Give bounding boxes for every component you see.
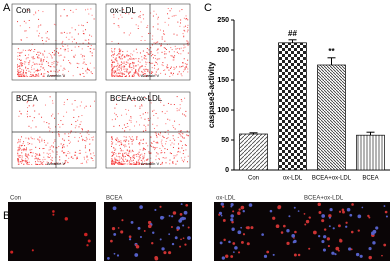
y-tick-label: 100 — [217, 107, 229, 114]
image-label: ox-LDL — [216, 196, 236, 202]
x-tick-label: Con — [248, 176, 259, 182]
bar — [239, 133, 268, 171]
axis-label: Annexin V — [141, 161, 160, 166]
axis-label: Annexin V — [47, 73, 66, 78]
x-tick-label: BCEA — [362, 176, 378, 182]
cells — [107, 203, 191, 261]
flow-plot — [11, 3, 97, 81]
y-tick-label: 0 — [225, 167, 229, 174]
y-tick-label: 150 — [217, 77, 229, 84]
bar — [317, 64, 346, 171]
flow-plot — [105, 3, 191, 81]
cells — [10, 210, 91, 254]
y-tick-label: 50 — [221, 137, 229, 144]
image-label: BCEA — [106, 196, 122, 202]
bar — [356, 134, 385, 171]
fluorescence-image — [8, 202, 96, 261]
plot-label: ox-LDL — [110, 6, 136, 15]
flow-dots — [17, 8, 95, 77]
flow-dots — [111, 8, 189, 77]
y-tick-label: 200 — [217, 47, 229, 54]
panel-letter: B — [3, 210, 10, 222]
bar — [278, 42, 307, 171]
flow-dots — [111, 96, 189, 165]
flow-plot — [11, 91, 97, 169]
plot-label: BCEA — [16, 94, 38, 103]
axis-label: Annexin V — [47, 161, 66, 166]
x-tick-label: BCEA+ox-LDL — [312, 176, 352, 182]
flow-dots — [17, 96, 95, 165]
x-tick-label: ox-LDL — [283, 176, 303, 182]
axis-label: Annexin V — [141, 73, 160, 78]
cells — [303, 202, 388, 260]
plot-label: Con — [16, 6, 31, 15]
cells — [218, 202, 301, 260]
image-label: BCEA+ox-LDL — [304, 196, 344, 202]
fluorescence-image — [104, 202, 192, 261]
significance: ## — [288, 29, 297, 38]
panel-letter: C — [204, 2, 212, 14]
significance: ** — [328, 47, 335, 56]
y-axis-label: caspase3-activity — [207, 61, 216, 128]
y-tick-label: 250 — [217, 17, 229, 24]
plot-label: BCEA+ox-LDL — [110, 94, 163, 103]
panel-letter: A — [3, 2, 11, 14]
flow-plot — [105, 91, 191, 169]
image-label: Con — [10, 196, 21, 202]
